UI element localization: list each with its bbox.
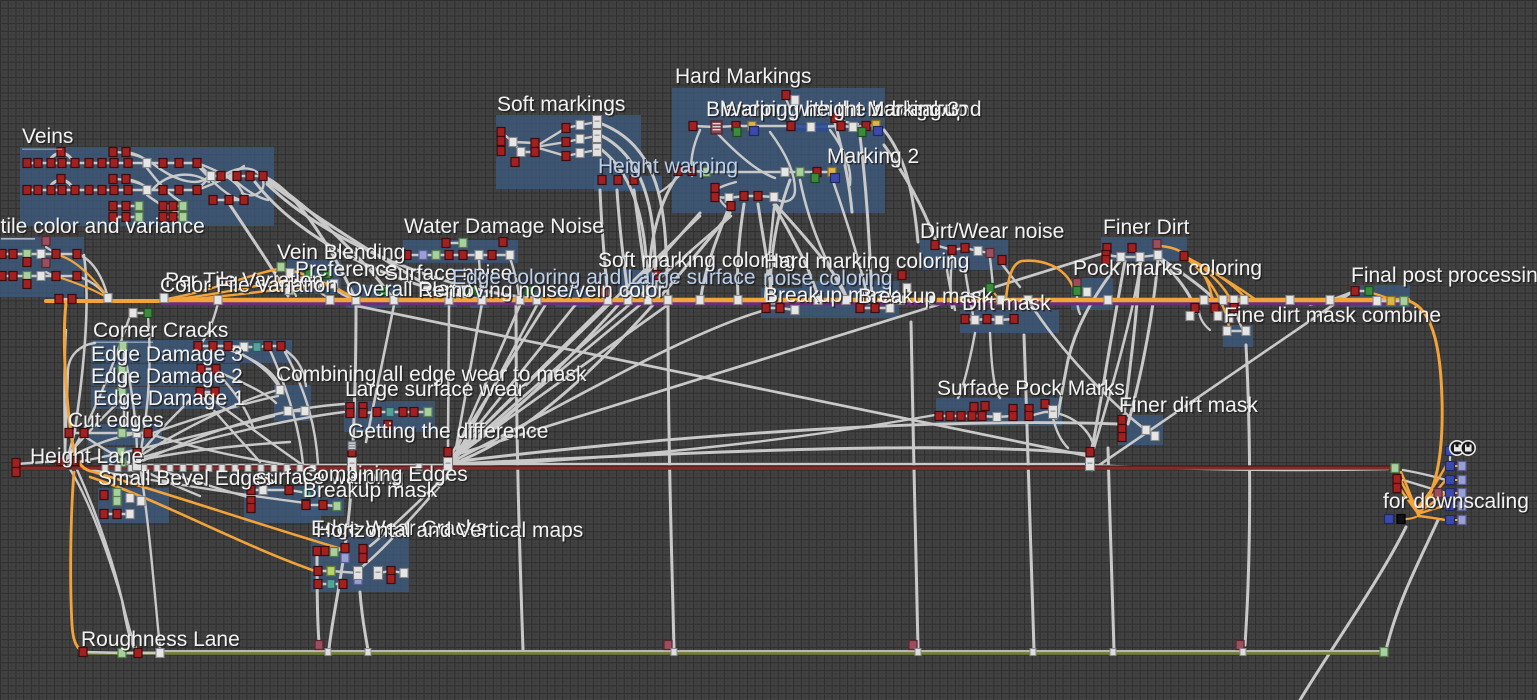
svg-text:Finer Dirt: Finer Dirt: [1103, 216, 1190, 239]
svg-text:Preference: Preference: [297, 260, 400, 283]
svg-text:Edge Damage 2: Edge Damage 2: [91, 365, 243, 388]
svg-text:Edge Damage 2: Edge Damage 2: [93, 367, 245, 390]
svg-text:Breakup mask: Breakup mask: [764, 284, 899, 307]
svg-text:noise coloring: noise coloring: [765, 269, 895, 292]
svg-text:Hard Markings: Hard Markings: [677, 67, 814, 90]
svg-text:Hard Markings: Hard Markings: [675, 65, 812, 88]
svg-text:Edge coloring and Large surfac: Edge coloring and Large surface: [454, 268, 758, 291]
svg-text:Breakup mask: Breakup mask: [766, 286, 901, 309]
svg-text:Water Damage Noise: Water Damage Noise: [406, 217, 606, 240]
svg-text:Hard marking coloring: Hard marking coloring: [764, 250, 969, 273]
svg-text:Removing noise/vein color: Removing noise/vein color: [420, 281, 666, 304]
svg-text:Corner Cracks: Corner Cracks: [95, 321, 230, 344]
svg-text:Height Lane: Height Lane: [30, 445, 143, 468]
svg-text:Surface Pock Marks: Surface Pock Marks: [939, 379, 1127, 402]
svg-text:Surface noise: Surface noise: [386, 264, 514, 287]
svg-text:Veins: Veins: [24, 127, 75, 150]
svg-text:Blending with the background: Blending with the background: [708, 100, 984, 123]
svg-text:Fine dirt mask combine: Fine dirt mask combine: [1224, 304, 1441, 327]
svg-text:Small Bevel Edges: Small Bevel Edges: [98, 467, 274, 490]
svg-text:Warping height to breakup: Warping height to breakup: [722, 98, 968, 121]
svg-text:Surface noise: Surface noise: [384, 262, 512, 285]
svg-text:Per Tile Variation: Per Tile Variation: [165, 269, 323, 292]
svg-text:Edge Damage 3: Edge Damage 3: [93, 345, 245, 368]
svg-text:Cut edges: Cut edges: [68, 409, 164, 432]
svg-text:surface warping: surface warping: [258, 468, 406, 491]
svg-text:Dirt/Wear noise: Dirt/Wear noise: [920, 220, 1064, 243]
svg-text:Breakup mask: Breakup mask: [858, 285, 993, 308]
svg-text:Dirt/Wear noise: Dirt/Wear noise: [922, 222, 1066, 245]
svg-text:Vein Blending: Vein Blending: [279, 243, 407, 266]
svg-text:Soft marking coloring: Soft marking coloring: [598, 249, 795, 272]
svg-text:Edge Damage 1: Edge Damage 1: [95, 389, 247, 412]
svg-text:Overall Blend: Overall Blend: [346, 278, 472, 301]
svg-text:Overall Blend: Overall Blend: [348, 280, 474, 303]
svg-text:Breakup mask: Breakup mask: [303, 479, 438, 502]
svg-text:Dirt mask: Dirt mask: [962, 292, 1051, 315]
svg-text:Final post processing: Final post processing: [1351, 264, 1537, 287]
svg-text:Getting the difference: Getting the difference: [348, 420, 548, 443]
svg-text:Large surface wear: Large surface wear: [345, 378, 525, 401]
svg-text:Surface Pock Marks: Surface Pock Marks: [937, 377, 1125, 400]
svg-text:Final post processing: Final post processing: [1353, 266, 1537, 289]
svg-text:Getting the difference: Getting the difference: [350, 422, 550, 445]
svg-text:Finer dirt mask: Finer dirt mask: [1121, 396, 1260, 419]
svg-text:Marking 2: Marking 2: [829, 147, 921, 170]
svg-text:Corner Cracks: Corner Cracks: [93, 319, 228, 342]
svg-text:Edge Damage 1: Edge Damage 1: [93, 387, 245, 410]
svg-text:Pock marks coloring: Pock marks coloring: [1073, 257, 1262, 280]
svg-text:Per Tile Variation: Per Tile Variation: [167, 271, 325, 294]
svg-text:Edge Damage 3: Edge Damage 3: [91, 343, 243, 366]
svg-text:Fine dirt mask combine: Fine dirt mask combine: [1226, 306, 1443, 329]
svg-text:Edge coloring and Large surfac: Edge coloring and Large surface: [452, 266, 756, 289]
svg-text:for downscaling: for downscaling: [1385, 492, 1531, 515]
svg-text:for downscaling: for downscaling: [1383, 490, 1529, 513]
svg-text:Breakup mask: Breakup mask: [305, 481, 440, 504]
svg-text:Combining all edge wear to mas: Combining all edge wear to mask: [276, 363, 587, 386]
svg-text:Combining Edges: Combining Edges: [304, 465, 470, 488]
svg-text:Height warping: Height warping: [600, 157, 740, 180]
svg-text:Horizontal and Vertical maps: Horizontal and Vertical maps: [318, 521, 585, 544]
svg-text:Pock marks coloring: Pock marks coloring: [1075, 259, 1264, 282]
svg-text:Horizontal and Vertical maps: Horizontal and Vertical maps: [316, 519, 583, 542]
svg-text:Finer dirt mask: Finer dirt mask: [1119, 394, 1258, 417]
svg-text:Marking 3: Marking 3: [867, 98, 959, 121]
svg-text:Combining all edge wear to mas: Combining all edge wear to mask: [278, 365, 589, 388]
svg-text:Soft marking coloring: Soft marking coloring: [600, 251, 797, 274]
svg-text:Marking 2: Marking 2: [827, 145, 919, 168]
svg-text:Per tile color and variance: Per tile color and variance: [0, 215, 205, 238]
svg-text:surface warping: surface warping: [256, 466, 404, 489]
svg-text:Blending with the background: Blending with the background: [706, 98, 982, 121]
svg-text:Soft markings: Soft markings: [497, 93, 625, 116]
svg-text:Small Bevel Edges: Small Bevel Edges: [100, 469, 276, 492]
svg-text:Veins: Veins: [22, 125, 73, 148]
svg-text:Edge Wear Cracks: Edge Wear Cracks: [311, 517, 487, 540]
svg-text:Edge Wear Cracks: Edge Wear Cracks: [313, 519, 489, 542]
svg-text:Hard marking coloring: Hard marking coloring: [766, 252, 971, 275]
svg-text:Per tile color and variance: Per tile color and variance: [0, 217, 206, 240]
svg-text:Color File Variation: Color File Variation: [162, 276, 339, 299]
svg-text:Height warping: Height warping: [598, 155, 738, 178]
svg-text:Cut edges: Cut edges: [70, 411, 166, 434]
svg-text:Height Lane: Height Lane: [32, 447, 145, 470]
svg-text:Large surface wear: Large surface wear: [347, 380, 527, 403]
svg-text:Roughness Lane: Roughness Lane: [81, 628, 240, 651]
svg-text:Preference: Preference: [295, 258, 398, 281]
svg-text:Vein Blending: Vein Blending: [277, 241, 405, 264]
svg-text:Breakup mask: Breakup mask: [860, 287, 995, 310]
svg-text:Soft markings: Soft markings: [499, 95, 627, 118]
svg-text:Water Damage Noise: Water Damage Noise: [404, 215, 604, 238]
svg-text:Marking 3: Marking 3: [869, 100, 961, 123]
svg-text:noise coloring: noise coloring: [763, 267, 893, 290]
svg-text:Roughness Lane: Roughness Lane: [83, 630, 242, 653]
svg-text:Finer Dirt: Finer Dirt: [1105, 218, 1192, 241]
svg-text:Removing noise/vein color: Removing noise/vein color: [418, 279, 664, 302]
svg-text:Combining Edges: Combining Edges: [302, 463, 468, 486]
svg-text:Dirt mask: Dirt mask: [964, 294, 1053, 317]
svg-text:Color File Variation: Color File Variation: [160, 274, 337, 297]
svg-text:Warping height to breakup: Warping height to breakup: [724, 100, 970, 123]
